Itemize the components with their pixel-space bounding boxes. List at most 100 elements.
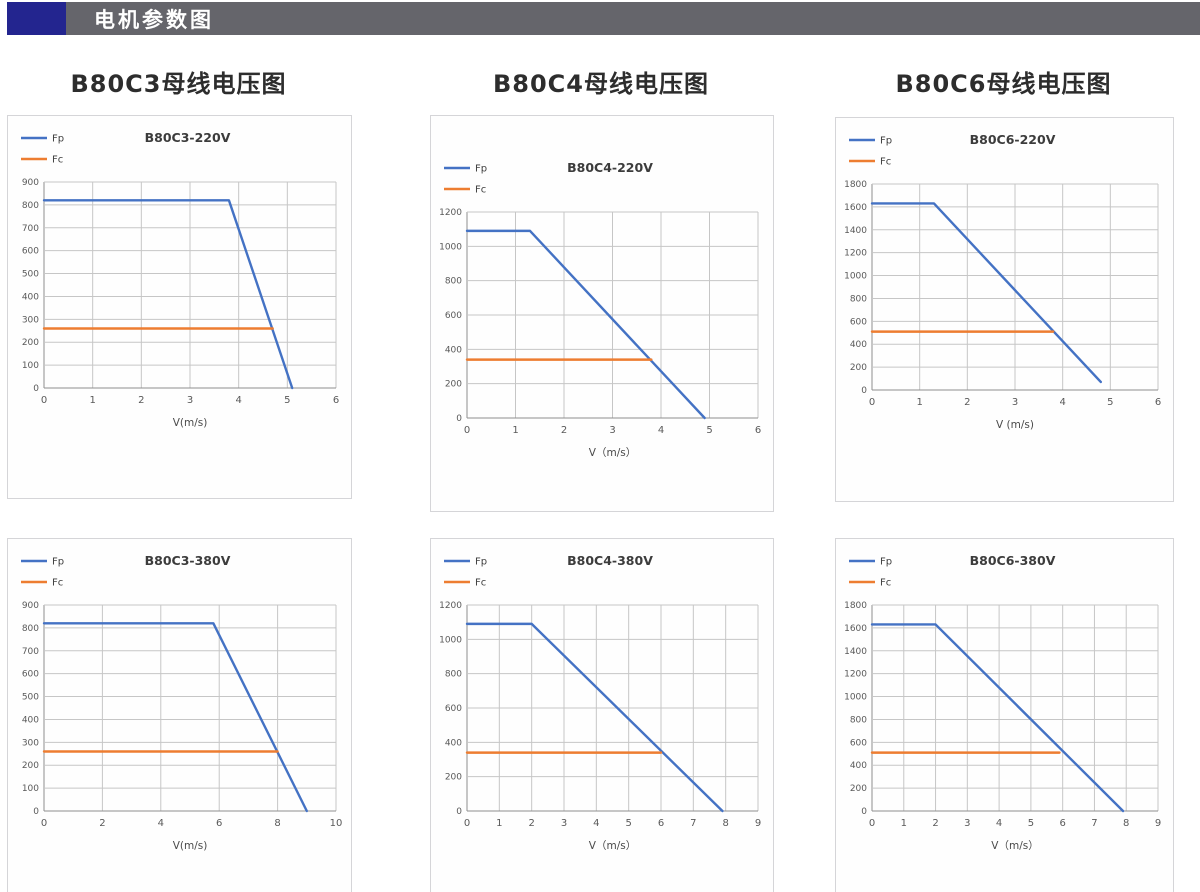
- svg-text:600: 600: [850, 317, 867, 327]
- tick-labels: 0 200 400 600 800 1000 1200 0 1 2 3 4 5 6 7 8 9: [439, 601, 761, 829]
- svg-text:800: 800: [850, 715, 867, 725]
- chart-title-b80c3: B80C3母线电压图: [70, 70, 287, 98]
- chart-inner-title: B80C6-220V: [970, 132, 1056, 147]
- svg-text:900: 900: [22, 178, 39, 188]
- x-axis-label: V (m/s): [996, 419, 1034, 431]
- chart-svg-b80c3-380v: 0 100 200 300 400 500 600 700 800 900 0 2 4 6 8 10 V(m/s…: [21, 553, 343, 852]
- chart-panel-b80c3-380v: 0 100 200 300 400 500 600 700 800 900 0 2 4 6 8 10 V(m/s…: [7, 538, 352, 892]
- svg-text:200: 200: [22, 338, 39, 348]
- svg-text:300: 300: [22, 738, 39, 748]
- legend-label-fc: Fc: [475, 578, 486, 589]
- svg-text:1400: 1400: [844, 226, 867, 236]
- chart-panel-b80c4-380v: 0 200 400 600 800 1000 1200 0 1 2 3 4 5 6 7 8 9 V（m/s） Fp F…: [430, 538, 774, 892]
- chart-svg-b80c4-220v: 0 200 400 600 800 1000 1200 0 1 2 3 4 5 6 V（m/s） Fp Fc B8…: [439, 160, 761, 459]
- chart-inner-title: B80C3-380V: [145, 553, 231, 568]
- svg-text:1200: 1200: [439, 208, 462, 218]
- svg-text:3: 3: [609, 425, 615, 436]
- svg-text:1: 1: [512, 425, 518, 436]
- legend-label-fc: Fc: [52, 155, 63, 166]
- svg-text:700: 700: [22, 224, 39, 234]
- tick-labels: 0 100 200 300 400 500 600 700 800 900 0 1 2 3 4 5 6: [22, 178, 339, 406]
- chart-panel-b80c4-220v: 0 200 400 600 800 1000 1200 0 1 2 3 4 5 6 V（m/s） Fp Fc B8…: [430, 115, 774, 512]
- svg-text:7: 7: [1091, 818, 1097, 829]
- x-axis-label: V（m/s）: [589, 840, 636, 852]
- svg-text:4: 4: [658, 425, 664, 436]
- legend-label-fp: Fp: [880, 136, 892, 147]
- svg-text:400: 400: [22, 292, 39, 302]
- svg-text:0: 0: [33, 384, 39, 394]
- svg-text:0: 0: [464, 818, 470, 829]
- svg-text:0: 0: [456, 807, 462, 817]
- svg-text:3: 3: [1012, 397, 1018, 408]
- svg-text:1800: 1800: [844, 601, 867, 611]
- chart-title-b80c4: B80C4母线电压图: [492, 70, 709, 98]
- fp-line: [465, 622, 724, 813]
- svg-text:3: 3: [964, 818, 970, 829]
- gridlines: [43, 604, 337, 812]
- svg-text:200: 200: [22, 761, 39, 771]
- svg-text:5: 5: [1107, 397, 1113, 408]
- svg-text:6: 6: [755, 425, 761, 436]
- svg-text:6: 6: [658, 818, 664, 829]
- svg-text:2: 2: [138, 395, 144, 406]
- gridlines: [466, 211, 759, 419]
- x-axis-label: V（m/s）: [589, 447, 636, 459]
- gridlines: [43, 181, 337, 389]
- svg-text:0: 0: [33, 807, 39, 817]
- legend: Fp Fc: [849, 136, 892, 168]
- svg-text:400: 400: [445, 738, 462, 748]
- svg-text:600: 600: [850, 738, 867, 748]
- svg-text:4: 4: [593, 818, 599, 829]
- svg-text:10: 10: [330, 818, 343, 829]
- legend: Fp Fc: [444, 557, 487, 589]
- legend-label-fc: Fc: [880, 578, 891, 589]
- svg-text:200: 200: [850, 363, 867, 373]
- legend: Fp Fc: [849, 557, 892, 589]
- svg-text:1: 1: [901, 818, 907, 829]
- legend-label-fp: Fp: [52, 134, 64, 145]
- svg-text:1000: 1000: [439, 242, 462, 252]
- svg-text:3: 3: [561, 818, 567, 829]
- tick-labels: 0 100 200 300 400 500 600 700 800 900 0 2 4 6 8 10: [22, 601, 343, 829]
- svg-text:6: 6: [333, 395, 339, 406]
- svg-text:900: 900: [22, 601, 39, 611]
- svg-text:0: 0: [41, 818, 47, 829]
- svg-text:2: 2: [99, 818, 105, 829]
- gridlines: [871, 604, 1159, 812]
- svg-text:1600: 1600: [844, 203, 867, 213]
- legend-label-fc: Fc: [880, 157, 891, 168]
- svg-text:1200: 1200: [844, 249, 867, 259]
- svg-text:4: 4: [1059, 397, 1065, 408]
- svg-text:9: 9: [1155, 818, 1161, 829]
- x-axis-label: V（m/s）: [991, 840, 1038, 852]
- svg-text:1200: 1200: [439, 601, 462, 611]
- svg-text:8: 8: [1123, 818, 1129, 829]
- svg-text:800: 800: [22, 201, 39, 211]
- svg-text:500: 500: [22, 693, 39, 703]
- x-axis-label: V(m/s): [173, 840, 208, 852]
- svg-text:1: 1: [916, 397, 922, 408]
- svg-text:1000: 1000: [844, 272, 867, 282]
- fp-line: [465, 229, 706, 420]
- svg-text:9: 9: [755, 818, 761, 829]
- svg-text:800: 800: [850, 294, 867, 304]
- gridlines: [871, 183, 1159, 391]
- legend-label-fp: Fp: [475, 557, 487, 568]
- svg-text:5: 5: [706, 425, 712, 436]
- svg-text:1800: 1800: [844, 180, 867, 190]
- svg-text:0: 0: [861, 807, 867, 817]
- svg-text:400: 400: [22, 715, 39, 725]
- page-title: 电机参数图: [94, 7, 214, 32]
- svg-text:4: 4: [158, 818, 164, 829]
- legend: Fp Fc: [444, 164, 487, 196]
- fp-line: [42, 199, 294, 390]
- svg-text:100: 100: [22, 784, 39, 794]
- svg-text:5: 5: [1028, 818, 1034, 829]
- chart-panel-b80c6-380v: 0 200 400 600 800 1000 1200 1400 1600 1800 0 1 2 3 4 5 6…: [835, 538, 1174, 892]
- svg-text:200: 200: [445, 773, 462, 783]
- chart-inner-title: B80C4-220V: [567, 160, 653, 175]
- svg-text:200: 200: [850, 784, 867, 794]
- svg-text:5: 5: [625, 818, 631, 829]
